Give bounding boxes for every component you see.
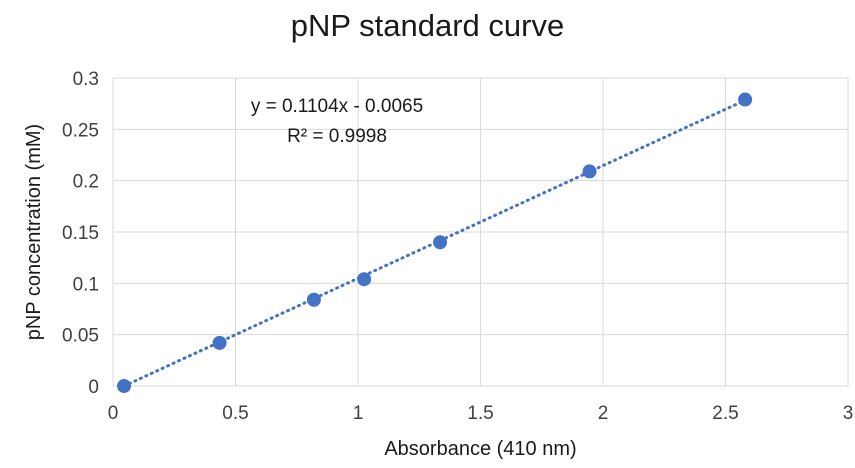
data-point (212, 335, 227, 350)
trendline-r2: R² = 0.9998 (287, 126, 387, 147)
data-point (306, 292, 321, 307)
x-tick-label: 0.5 (222, 403, 248, 424)
y-tick-label: 0.15 (62, 223, 99, 244)
x-tick-label: 2.5 (712, 403, 738, 424)
x-tick-label: 0 (108, 403, 119, 424)
data-point (582, 164, 597, 179)
data-point (357, 272, 372, 287)
x-tick-label: 2 (598, 403, 609, 424)
chart-title: pNP standard curve (290, 8, 565, 43)
y-tick-label: 0 (88, 377, 99, 398)
data-point (433, 235, 448, 250)
x-tick-label: 1 (353, 403, 364, 424)
trendline-equation: y = 0.1104x - 0.0065 (251, 96, 423, 117)
data-point (117, 379, 132, 393)
y-axis-title: pNP concentration (mM) (23, 124, 45, 340)
x-tick-label: 1.5 (467, 403, 493, 424)
data-point (738, 92, 753, 107)
x-axis-title: Absorbance (410 nm) (384, 438, 576, 460)
x-tick-label: 3 (843, 403, 854, 424)
y-tick-label: 0.1 (73, 274, 99, 295)
y-tick-label: 0.3 (73, 69, 99, 90)
y-tick-label: 0.2 (73, 172, 99, 193)
y-tick-label: 0.05 (62, 326, 99, 347)
y-tick-label: 0.25 (62, 120, 99, 141)
